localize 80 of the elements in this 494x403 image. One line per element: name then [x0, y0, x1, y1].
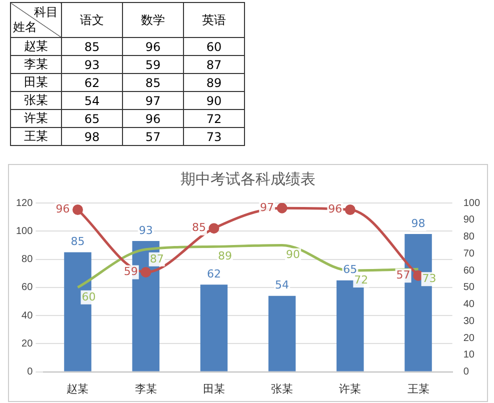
data-label: 62 — [62, 74, 122, 92]
y2-tick-label: 80 — [463, 232, 475, 243]
data-label: 98 — [62, 128, 122, 146]
data-label: 62 — [206, 267, 221, 280]
data-label: 85 — [70, 235, 85, 248]
category-label: 许某 — [10, 110, 62, 128]
data-label: 59 — [124, 265, 138, 278]
point — [344, 204, 356, 215]
text: 数学 — [122, 2, 184, 38]
data-label: 60 — [184, 38, 244, 56]
data-label: 65 — [343, 263, 358, 276]
point — [72, 204, 83, 215]
x-tick-label: 许某 — [339, 382, 362, 396]
y2-tick-label: 90 — [463, 214, 475, 226]
text: 科目 — [34, 4, 58, 21]
y2-tick-label: 40 — [463, 299, 475, 310]
data-label: 96 — [122, 110, 184, 128]
data-label: 72 — [184, 110, 244, 128]
data-label: 96 — [122, 38, 184, 56]
y-tick-label: 100 — [16, 226, 34, 237]
data-label: 72 — [354, 273, 368, 286]
data-label: 89 — [218, 249, 232, 262]
chart-title: 期中考试各科成绩表 — [180, 171, 316, 188]
data-label: 57 — [122, 128, 184, 146]
y2-tick-label: 60 — [463, 265, 475, 276]
category-label: 赵某 — [10, 38, 62, 56]
data-label: 54 — [275, 278, 290, 292]
data-label: 57 — [396, 268, 410, 282]
data-label: 90 — [286, 248, 300, 262]
category-label: 张某 — [10, 92, 62, 110]
category-label: 李某 — [10, 56, 62, 74]
data-label: 93 — [138, 224, 153, 237]
data-label: 97 — [122, 92, 184, 110]
data-label: 54 — [62, 92, 122, 110]
data-label: 96 — [328, 202, 342, 216]
text: 语文 — [62, 2, 122, 38]
y2-tick-label: 70 — [463, 248, 475, 260]
y2-tick-label: 30 — [463, 316, 475, 327]
y-tick-label: 80 — [22, 254, 34, 266]
data-label: 85 — [62, 38, 122, 56]
data-label: 93 — [62, 56, 122, 74]
category-label: 田某 — [10, 74, 62, 92]
data-label: 87 — [150, 252, 164, 266]
y-tick-label: 60 — [22, 282, 34, 294]
x-tick-label: 田某 — [202, 382, 225, 396]
data-label: 65 — [62, 110, 122, 128]
y-tick-label: 40 — [22, 310, 34, 322]
bar — [268, 296, 296, 372]
data-label: 59 — [122, 56, 184, 74]
y-tick-label: 120 — [16, 198, 34, 209]
point — [276, 203, 288, 214]
y2-tick-label: 10 — [463, 350, 475, 361]
y2-tick-label: 100 — [463, 198, 480, 209]
point — [413, 270, 424, 281]
y-tick-label: 0 — [27, 366, 34, 378]
y-tick-label: 20 — [22, 338, 34, 350]
data-label: 89 — [184, 74, 244, 92]
x-tick-label: 张某 — [271, 382, 294, 396]
x-tick-label: 王某 — [407, 382, 430, 396]
bar — [200, 284, 228, 372]
data-label: 60 — [82, 290, 96, 304]
text: 英语 — [184, 2, 244, 38]
point — [208, 223, 220, 234]
category-label: 王某 — [10, 128, 62, 146]
data-label: 85 — [122, 74, 184, 92]
x-tick-label: 李某 — [134, 382, 157, 396]
data-label: 73 — [422, 272, 436, 285]
data-label: 85 — [192, 221, 206, 234]
y2-tick-label: 50 — [463, 282, 475, 294]
point — [140, 266, 152, 278]
y2-tick-label: 20 — [463, 332, 475, 344]
data-label: 90 — [184, 92, 244, 110]
data-label: 96 — [56, 202, 70, 216]
data-label: 73 — [184, 128, 244, 146]
data-label: 98 — [411, 216, 426, 230]
text: 姓名 — [13, 19, 37, 36]
y2-tick-label: 0 — [463, 366, 470, 378]
data-label: 87 — [184, 56, 244, 74]
data-label: 97 — [260, 200, 274, 214]
x-tick-label: 赵某 — [66, 382, 89, 396]
